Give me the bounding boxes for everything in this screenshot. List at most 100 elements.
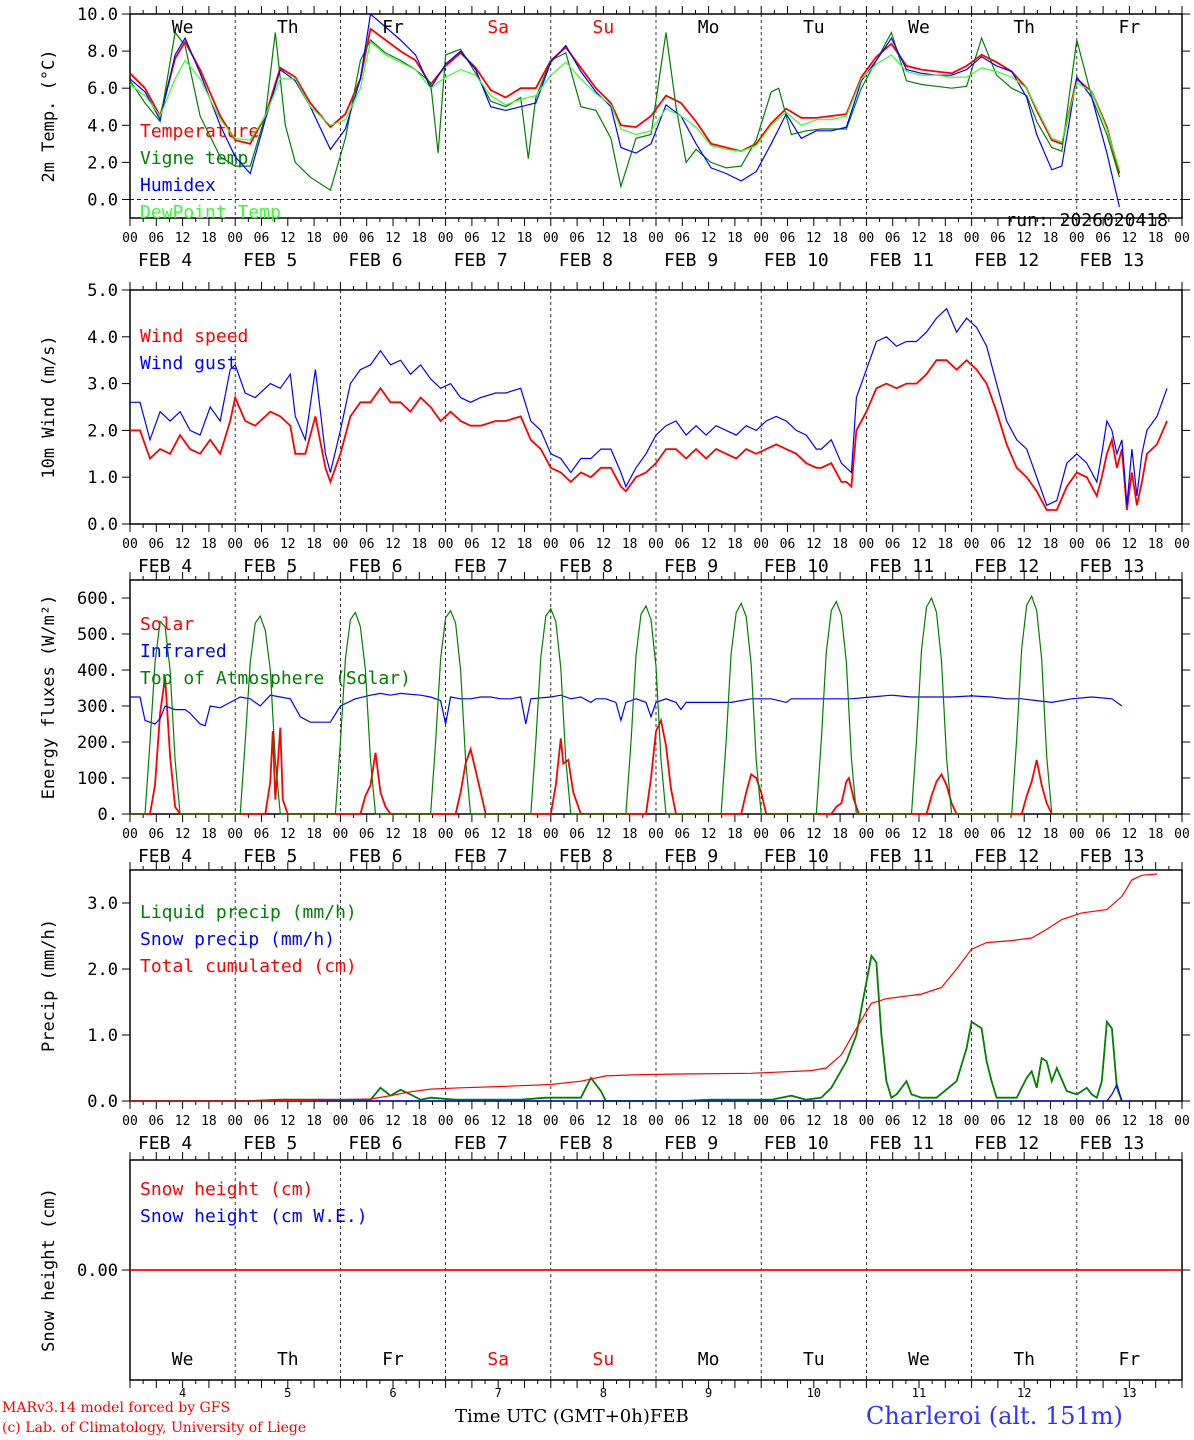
- y-tick-label: 10.0: [77, 5, 118, 25]
- hour-label: 12: [490, 231, 506, 246]
- y-tick-label: 3.0: [87, 375, 118, 395]
- hour-label: 18: [937, 1114, 953, 1129]
- date-label: FEB 9: [664, 846, 718, 867]
- date-label: FEB 7: [454, 846, 508, 867]
- date-label: FEB 13: [1079, 1133, 1144, 1154]
- hour-label: 06: [464, 537, 480, 552]
- date-label: FEB 6: [348, 846, 402, 867]
- date-label: FEB 8: [559, 846, 613, 867]
- hour-label: 12: [806, 1114, 822, 1129]
- weekday-top: Mo: [698, 17, 720, 38]
- date-label: FEB 13: [1079, 846, 1144, 867]
- hour-label: 06: [569, 827, 585, 842]
- date-label: FEB 11: [869, 846, 934, 867]
- hour-label: 18: [1043, 827, 1059, 842]
- y-axis-label: 2m Temp. (°C): [39, 49, 59, 182]
- hour-label: 06: [359, 231, 375, 246]
- weekday-bottom: We: [908, 1349, 930, 1370]
- hour-label: 06: [674, 827, 690, 842]
- hour-label: 12: [1122, 231, 1138, 246]
- hour-label: 00: [753, 537, 769, 552]
- series-line: [130, 594, 1122, 815]
- weekday-top: Th: [277, 17, 299, 38]
- date-label: FEB 4: [138, 1133, 192, 1154]
- hour-label: 12: [596, 1114, 612, 1129]
- legend-label: Temperature: [140, 121, 259, 142]
- hour-label: 12: [280, 537, 296, 552]
- hour-label: 12: [1016, 231, 1032, 246]
- series-line: [130, 692, 1123, 727]
- hour-label: 12: [385, 537, 401, 552]
- hour-label: 06: [148, 537, 164, 552]
- hour-label: 00: [227, 1114, 243, 1129]
- hour-label: 18: [411, 1114, 427, 1129]
- y-tick-label: 500.: [77, 625, 118, 645]
- weekday-top: Fr: [1119, 17, 1141, 38]
- y-tick-label: 2.0: [87, 153, 118, 173]
- day-number: 9: [705, 1386, 712, 1400]
- hour-label: 12: [701, 231, 717, 246]
- date-label: FEB 4: [138, 846, 192, 867]
- hour-label: 18: [306, 1114, 322, 1129]
- y-tick-label: 0.0: [87, 190, 118, 210]
- hour-label: 18: [201, 231, 217, 246]
- hour-label: 06: [569, 231, 585, 246]
- date-label: FEB 9: [664, 1133, 718, 1154]
- hour-label: 12: [175, 231, 191, 246]
- legend-label: Top of Atmosphere (Solar): [140, 668, 411, 689]
- hour-label: 18: [1148, 1114, 1164, 1129]
- legend-label: Solar: [140, 614, 194, 635]
- y-tick-label: 100.: [77, 769, 118, 789]
- hour-label: 18: [1043, 537, 1059, 552]
- hour-label: 00: [964, 1114, 980, 1129]
- hour-label: 12: [701, 1114, 717, 1129]
- hour-label: 06: [674, 537, 690, 552]
- weekday-top: Sa: [487, 17, 509, 38]
- hour-label: 06: [1095, 537, 1111, 552]
- hour-label: 06: [780, 231, 796, 246]
- date-label: FEB 13: [1079, 556, 1144, 577]
- hour-label: 18: [306, 537, 322, 552]
- day-number: 11: [912, 1386, 926, 1400]
- hour-label: 00: [122, 1114, 138, 1129]
- hour-label: 06: [674, 1114, 690, 1129]
- hour-label: 18: [1043, 231, 1059, 246]
- hour-label: 06: [148, 1114, 164, 1129]
- y-tick-label: 1.0: [87, 468, 118, 488]
- weekday-bottom: Th: [277, 1349, 299, 1370]
- hour-label: 00: [543, 537, 559, 552]
- hour-label: 00: [1069, 537, 1085, 552]
- y-axis-label: Energy fluxes (W/m²): [39, 595, 59, 800]
- series-line: [129, 40, 1120, 170]
- hour-label: 06: [359, 827, 375, 842]
- hour-label: 18: [832, 827, 848, 842]
- weekday-bottom: Sa: [487, 1349, 509, 1370]
- hour-label: 06: [885, 537, 901, 552]
- date-label: FEB 5: [243, 846, 297, 867]
- day-number: 7: [495, 1386, 502, 1400]
- date-label: FEB 10: [764, 556, 829, 577]
- date-label: FEB 9: [664, 556, 718, 577]
- date-label: FEB 12: [974, 846, 1039, 867]
- date-label: FEB 5: [243, 556, 297, 577]
- hour-label: 00: [1069, 827, 1085, 842]
- hour-label: 06: [885, 1114, 901, 1129]
- hour-label: 06: [780, 537, 796, 552]
- y-tick-label: 1.0: [87, 1026, 118, 1046]
- hour-label: 06: [990, 537, 1006, 552]
- series-line: [130, 1082, 1132, 1102]
- date-label: FEB 6: [348, 250, 402, 271]
- series-line: [129, 30, 1120, 192]
- hour-label: 18: [1148, 537, 1164, 552]
- hour-label: 00: [753, 231, 769, 246]
- hour-label: 12: [1122, 827, 1138, 842]
- weekday-bottom: Fr: [382, 1349, 404, 1370]
- date-label: FEB 7: [454, 1133, 508, 1154]
- hour-label: 12: [911, 231, 927, 246]
- hour-label: 18: [622, 537, 638, 552]
- hour-label: 12: [701, 827, 717, 842]
- hour-label: 12: [1016, 1114, 1032, 1129]
- weekday-bottom: Mo: [698, 1349, 720, 1370]
- hour-label: 00: [438, 1114, 454, 1129]
- hour-label: 00: [227, 231, 243, 246]
